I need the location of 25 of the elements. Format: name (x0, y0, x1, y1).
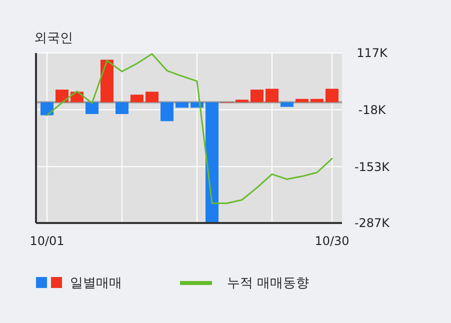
bar (130, 94, 144, 102)
bar (266, 88, 278, 102)
bar (160, 102, 174, 122)
bar (116, 102, 128, 114)
legend-label: 일별매매 (70, 276, 122, 291)
y-tick-label: 117K (356, 46, 389, 60)
bar (326, 88, 338, 102)
line-series (46, 53, 333, 204)
bar (56, 90, 68, 102)
x-tick-label: 10/30 (314, 234, 350, 248)
bar (206, 102, 218, 222)
bar (176, 102, 188, 108)
bar (40, 102, 54, 116)
bar (280, 102, 294, 107)
y-tick-label: -287K (354, 216, 391, 230)
chart-title: 외국인 (34, 31, 73, 46)
bar (250, 90, 264, 102)
x-tick-label: 10/01 (30, 234, 64, 248)
bar (100, 60, 114, 102)
bar (86, 102, 98, 114)
y-tick-label: -153K (354, 160, 391, 174)
legend-label: 누적 매매동향 (227, 276, 310, 291)
bar (236, 100, 248, 102)
y-tick-label: -18K (358, 103, 387, 118)
bar (146, 92, 158, 102)
